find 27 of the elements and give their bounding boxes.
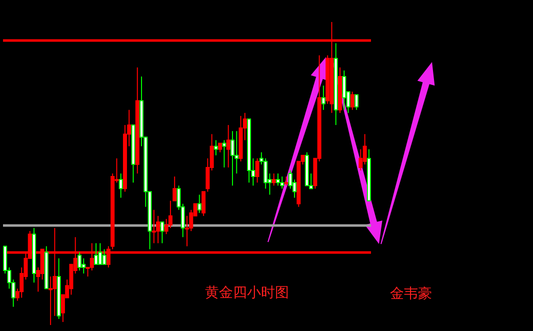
candlestick — [77, 252, 82, 271]
candlestick — [230, 130, 234, 186]
candlestick — [218, 142, 222, 153]
candlestick — [255, 158, 260, 184]
candlestick — [118, 173, 123, 198]
candlestick — [284, 176, 288, 186]
candlestick — [214, 140, 218, 156]
candlestick — [197, 194, 202, 214]
candlestick — [226, 124, 230, 168]
candlestick — [160, 221, 164, 244]
candlestick — [362, 134, 367, 165]
candlestick — [276, 173, 280, 186]
candlestick — [342, 70, 346, 110]
candlestick — [272, 173, 276, 186]
candlestick — [350, 91, 354, 110]
candlestick — [94, 242, 98, 265]
text: 金韦豪 — [390, 286, 432, 302]
candlestick — [280, 176, 284, 190]
candlestick — [222, 140, 226, 168]
candlestick — [102, 248, 106, 265]
candlestick — [321, 85, 326, 110]
candlestick — [354, 94, 359, 110]
candlestick — [152, 209, 156, 244]
candlestick — [82, 258, 86, 274]
candlestick — [358, 148, 363, 171]
text: 黄金四小时图 — [205, 285, 289, 301]
candlestick — [98, 242, 102, 265]
